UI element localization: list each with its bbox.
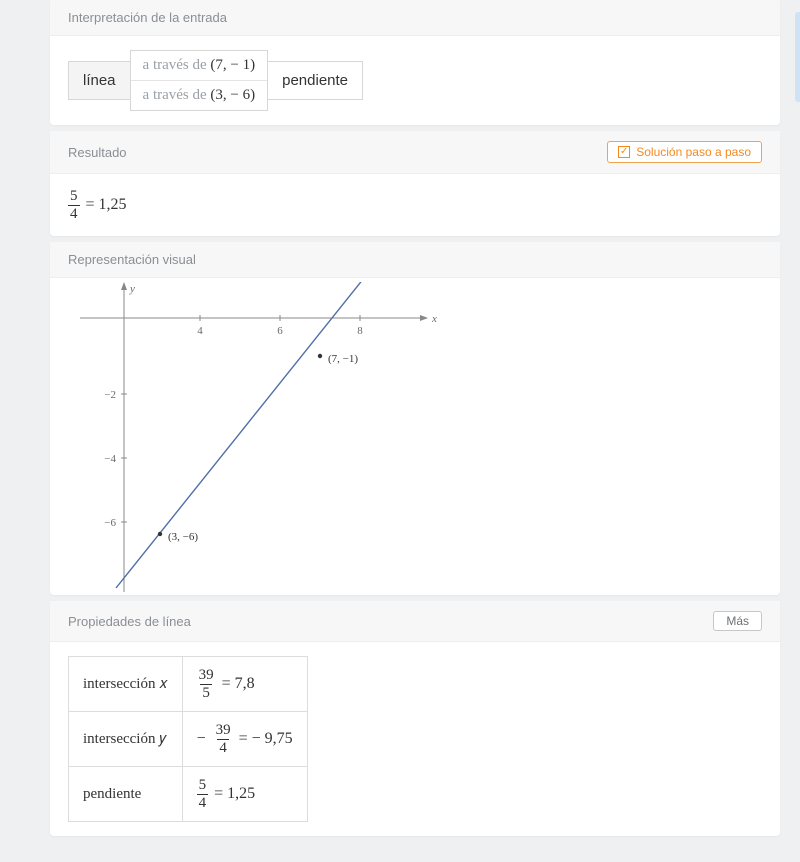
svg-text:−2: −2 — [104, 389, 116, 401]
result-fraction-den: 4 — [68, 205, 80, 223]
interp-right-box: pendiente — [267, 61, 363, 100]
through-label-2: a través de — [143, 87, 207, 103]
visual-title: Representación visual — [68, 252, 196, 267]
interp-points-stack: a través de (7, − 1) a través de (3, − 6… — [130, 50, 269, 111]
properties-title: Propiedades de línea — [68, 614, 191, 629]
through-label-1: a través de — [143, 57, 207, 73]
svg-text:(3, −6): (3, −6) — [168, 531, 198, 543]
properties-header: Propiedades de línea Más — [50, 601, 780, 642]
visual-section: Representación visual y x 4 6 8 −2 −4 −6 (7, −1)… — [50, 242, 780, 595]
svg-text:−6: −6 — [104, 517, 116, 529]
properties-table: intersección 𝑥395 = 7,8intersección 𝑦−39… — [68, 656, 308, 822]
property-label: intersección 𝑥 — [69, 657, 183, 712]
svg-text:(7, −1): (7, −1) — [328, 353, 358, 365]
svg-text:4: 4 — [197, 325, 203, 337]
table-row: pendiente54 = 1,25 — [69, 767, 308, 822]
result-section: Resultado ✓ Solución paso a paso 5 4 = 1… — [50, 131, 780, 236]
svg-text:6: 6 — [277, 325, 283, 337]
checkbox-icon: ✓ — [618, 146, 630, 158]
result-body: 5 4 = 1,25 — [50, 174, 780, 236]
svg-text:−4: −4 — [104, 453, 116, 465]
more-button[interactable]: Más — [713, 611, 762, 631]
properties-section: Propiedades de línea Más intersección 𝑥3… — [50, 601, 780, 836]
svg-text:x: x — [431, 313, 437, 325]
point-1-value: (7, − 1) — [210, 57, 255, 73]
step-button-label: Solución paso a paso — [636, 145, 751, 159]
interp-point-1: a través de (7, − 1) — [131, 51, 268, 80]
property-value: −394 = − 9,75 — [182, 712, 307, 767]
interp-left-box: línea — [68, 61, 131, 100]
property-label: pendiente — [69, 767, 183, 822]
line-chart: y x 4 6 8 −2 −4 −6 (7, −1) (3, −6) — [80, 282, 440, 592]
result-fraction: 5 4 — [68, 188, 80, 222]
svg-text:8: 8 — [357, 325, 363, 337]
properties-body: intersección 𝑥395 = 7,8intersección 𝑦−39… — [50, 642, 780, 836]
point-2-value: (3, − 6) — [210, 87, 255, 103]
visual-header: Representación visual — [50, 242, 780, 278]
interpretation-header: Interpretación de la entrada — [50, 0, 780, 36]
result-equals: = 1,25 — [86, 196, 127, 214]
interpretation-row: línea a través de (7, − 1) a través de (… — [68, 50, 762, 111]
interpretation-section: Interpretación de la entrada línea a tra… — [50, 0, 780, 125]
visual-body: y x 4 6 8 −2 −4 −6 (7, −1) (3, −6) — [50, 278, 780, 595]
interpretation-title: Interpretación de la entrada — [68, 10, 227, 25]
right-scroll-accent — [795, 12, 800, 102]
property-value: 395 = 7,8 — [182, 657, 307, 712]
svg-text:y: y — [129, 283, 135, 295]
result-header: Resultado ✓ Solución paso a paso — [50, 131, 780, 174]
result-title: Resultado — [68, 145, 127, 160]
step-by-step-button[interactable]: ✓ Solución paso a paso — [607, 141, 762, 163]
result-fraction-num: 5 — [68, 188, 80, 205]
property-value: 54 = 1,25 — [182, 767, 307, 822]
table-row: intersección 𝑦−394 = − 9,75 — [69, 712, 308, 767]
interp-point-2: a través de (3, − 6) — [131, 80, 268, 110]
property-label: intersección 𝑦 — [69, 712, 183, 767]
table-row: intersección 𝑥395 = 7,8 — [69, 657, 308, 712]
result-equation: 5 4 = 1,25 — [68, 188, 762, 222]
interpretation-body: línea a través de (7, − 1) a través de (… — [50, 36, 780, 125]
